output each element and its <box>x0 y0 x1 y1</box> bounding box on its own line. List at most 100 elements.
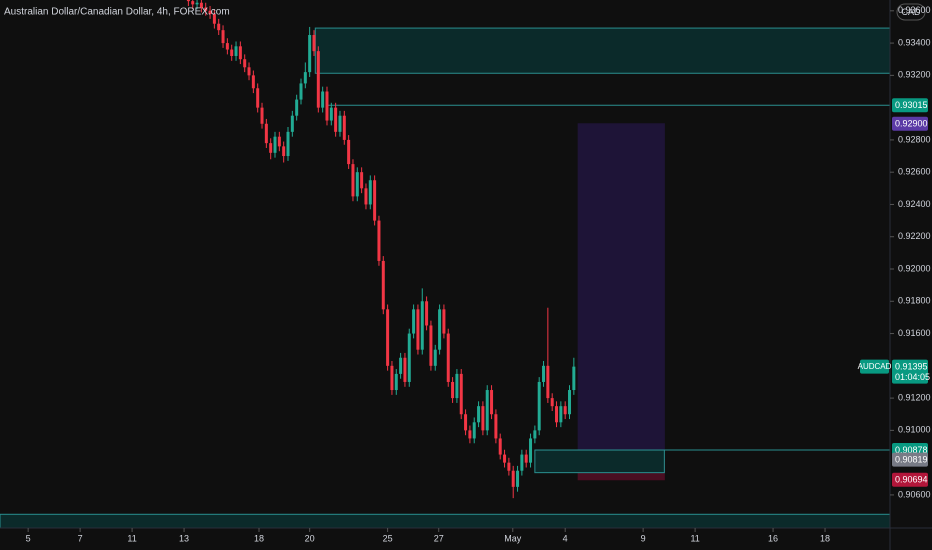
x-tick-label: 18 <box>820 533 830 543</box>
price-label: 0.90878 <box>895 445 928 455</box>
candle-body <box>290 115 294 132</box>
candle-body <box>433 349 437 366</box>
candle-body <box>269 143 273 153</box>
x-tick-label: 27 <box>434 533 444 543</box>
candle-body <box>563 406 567 415</box>
candle-body <box>459 373 463 415</box>
x-tick-label: May <box>504 533 522 543</box>
candle-body <box>451 381 455 399</box>
price-label-box <box>892 472 928 487</box>
candle-body <box>455 373 459 399</box>
candle-body <box>338 115 342 132</box>
candle-body <box>368 180 372 205</box>
price-label: 0.90694 <box>895 475 928 485</box>
y-tick-label: 0.93400 <box>898 37 931 47</box>
candle-body <box>381 260 385 310</box>
x-tick-label: 9 <box>641 533 646 543</box>
price-label-box <box>892 452 928 467</box>
symbol-label: AUDCAD <box>858 362 892 371</box>
candle-body <box>221 30 225 44</box>
y-tick-label: 0.92600 <box>898 167 931 177</box>
last-price: 0.91395 <box>895 362 928 372</box>
candle-body <box>529 438 533 463</box>
candle-body <box>347 139 351 165</box>
candle-body <box>299 83 303 100</box>
x-tick-label: 25 <box>383 533 393 543</box>
candle-body <box>555 406 559 423</box>
candle-body <box>342 115 346 140</box>
price-label-box <box>892 116 928 131</box>
candle-body <box>425 301 429 326</box>
candle-body <box>494 414 498 439</box>
candle-body <box>334 107 338 132</box>
candle-body <box>373 180 377 221</box>
candle-body <box>438 309 442 350</box>
candle-body <box>542 365 546 382</box>
y-tick-label: 0.91200 <box>898 392 931 402</box>
candle-body <box>377 220 381 261</box>
candle-body <box>468 430 472 439</box>
candle-body <box>273 136 277 153</box>
candle-body <box>485 390 489 431</box>
x-tick-label: 5 <box>26 533 31 543</box>
candle-body <box>238 46 242 60</box>
candle-body <box>321 91 325 108</box>
candle-body <box>511 470 515 487</box>
y-tick-label: 0.90600 <box>898 489 931 499</box>
x-tick-label: 16 <box>768 533 778 543</box>
x-tick-label: 13 <box>179 533 189 543</box>
candle-body <box>234 46 238 56</box>
zone <box>577 123 665 451</box>
candle-body <box>516 470 520 487</box>
candle-body <box>308 35 312 73</box>
candle-body <box>286 131 290 157</box>
x-tick-label: 7 <box>78 533 83 543</box>
price-label: 0.92900 <box>895 119 928 129</box>
candle-body <box>568 390 572 415</box>
price-label: 0.93015 <box>895 100 928 110</box>
candle-body <box>559 406 563 423</box>
plot-area <box>0 0 891 529</box>
candle-body <box>191 1 195 5</box>
candle-body <box>312 35 316 52</box>
currency-label[interactable]: CAD <box>901 7 921 17</box>
y-tick-label: 0.91600 <box>898 328 931 338</box>
candle-body <box>546 365 550 399</box>
candle-body <box>264 123 268 144</box>
candle-body <box>212 14 216 24</box>
candle-body <box>251 75 255 89</box>
candle-body <box>247 67 251 76</box>
countdown: 01:04:05 <box>895 372 930 382</box>
x-tick-label: 11 <box>127 533 136 543</box>
candle-body <box>282 146 286 157</box>
y-tick-label: 0.91000 <box>898 425 931 435</box>
candle-body <box>329 107 333 121</box>
candle-body <box>204 7 208 11</box>
zone <box>0 513 891 529</box>
candle-body <box>195 2 199 5</box>
candle-body <box>407 333 411 382</box>
candle-body <box>498 438 502 455</box>
chart-title: Australian Dollar/Canadian Dollar, 4h, F… <box>4 7 230 18</box>
candle-body <box>442 309 446 334</box>
currency-button[interactable] <box>896 3 926 21</box>
x-tick-label: 11 <box>690 533 699 543</box>
candle-body <box>208 10 212 15</box>
candle-body <box>316 51 320 108</box>
candle-body <box>537 381 541 431</box>
y-tick-label: 0.91800 <box>898 296 931 306</box>
candle-body <box>277 136 281 147</box>
candle-body <box>256 88 260 108</box>
candle-body <box>186 0 190 2</box>
candle-body <box>325 91 329 121</box>
candle-body <box>572 366 576 391</box>
candle-body <box>364 188 368 205</box>
candle-body <box>416 309 420 350</box>
candle-body <box>550 398 554 407</box>
candle-body <box>295 99 299 116</box>
candle-body <box>503 454 507 463</box>
y-tick-label: 0.92400 <box>898 199 931 209</box>
candle-body <box>420 301 424 350</box>
candle-body <box>386 309 390 366</box>
